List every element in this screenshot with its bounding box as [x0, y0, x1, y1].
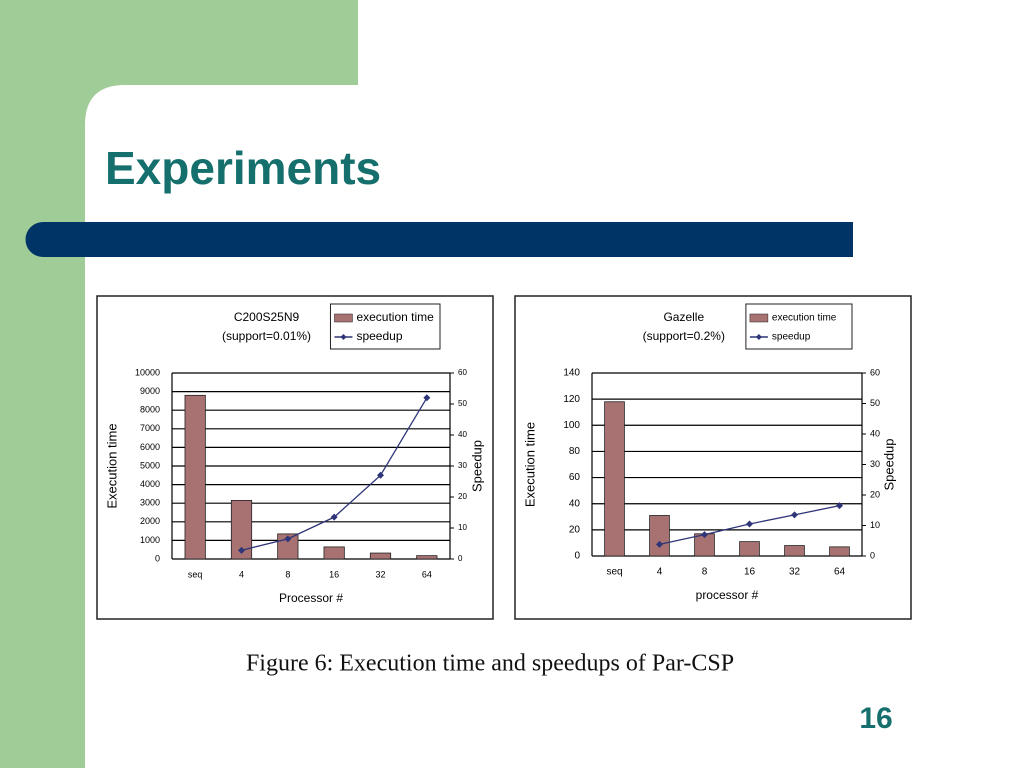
x-tick-label: 8 [702, 567, 708, 578]
x-tick-label: seq [606, 567, 622, 578]
y2-tick-label: 40 [458, 430, 467, 439]
legend-box [745, 303, 853, 350]
x-tick-label: seq [188, 569, 203, 579]
chart-frame [96, 295, 494, 620]
legend-label: speedup [772, 332, 811, 343]
speedup-marker [238, 546, 245, 554]
y2-tick-label: 50 [458, 399, 467, 408]
y2-tick-label: 0 [458, 554, 463, 563]
y2-tick-label: 40 [870, 428, 880, 438]
speedup-marker [284, 535, 292, 543]
y2-tick-label: 10 [458, 523, 467, 532]
x-tick-label: 8 [285, 569, 290, 579]
legend-label: execution time [356, 310, 434, 324]
y2-axis-label: Speedup [881, 438, 896, 490]
y-tick-label: 6000 [140, 442, 160, 452]
x-tick-label: 4 [239, 569, 244, 579]
legend-swatch [749, 313, 769, 323]
caption: Figure 6: Execution time and speedups of… [246, 651, 734, 677]
y-tick-label: 120 [563, 394, 580, 405]
y-axis-label: Execution time [104, 423, 119, 508]
chart-title: C200S25N9 [234, 310, 300, 324]
y2-tick-label: 50 [870, 398, 880, 408]
legend-swatch [334, 313, 353, 323]
y-tick-label: 140 [563, 368, 580, 379]
y-tick-label: 40 [569, 498, 581, 509]
speedup-marker [836, 502, 843, 510]
title-bar [25, 222, 853, 257]
legend-label: execution time [772, 313, 837, 324]
bar [230, 500, 253, 560]
y-tick-label: 0 [155, 553, 160, 563]
y2-tick-label: 60 [870, 367, 880, 377]
y2-tick-label: 60 [458, 368, 467, 377]
x-axis-label: processor # [696, 588, 759, 602]
y-tick-label: 5000 [140, 460, 160, 470]
speedup-marker [330, 513, 338, 521]
x-tick-label: 64 [422, 569, 432, 579]
x-tick-label: 4 [657, 567, 663, 578]
legend-box [329, 303, 441, 350]
y2-tick-label: 30 [458, 461, 467, 470]
slide-title: Experiments [105, 142, 381, 194]
speedup-marker [423, 394, 431, 402]
bar [416, 555, 438, 560]
bar [184, 394, 206, 560]
y-tick-label: 0 [574, 551, 580, 562]
bar [829, 546, 850, 557]
y-tick-label: 100 [563, 420, 580, 431]
y-tick-label: 7000 [140, 423, 160, 433]
y-tick-label: 3000 [140, 498, 160, 508]
y2-tick-label: 0 [870, 550, 875, 560]
y-tick-label: 9000 [140, 386, 160, 396]
x-tick-label: 16 [744, 567, 756, 578]
legend-label: speedup [356, 329, 402, 343]
speedup-marker [746, 520, 753, 528]
x-tick-label: 32 [789, 567, 801, 578]
x-tick-label: 64 [834, 567, 846, 578]
y-tick-label: 2000 [140, 516, 160, 526]
y2-axis-label: Speedup [469, 440, 484, 492]
y-tick-label: 4000 [140, 479, 160, 489]
y-tick-label: 20 [569, 524, 581, 535]
y-tick-label: 10000 [135, 367, 160, 377]
y2-tick-label: 30 [870, 459, 880, 469]
chart-subtitle: (support=0.2%) [643, 329, 725, 343]
y2-tick-label: 10 [870, 520, 880, 530]
bar [784, 545, 805, 557]
x-tick-label: 16 [329, 569, 339, 579]
legend-marker [340, 334, 347, 340]
x-axis-label: Processor # [279, 591, 343, 605]
speedup-marker [377, 471, 384, 479]
chart-subtitle: (support=0.01%) [222, 329, 311, 343]
x-tick-label: 32 [375, 569, 385, 579]
bar [369, 552, 392, 560]
y-tick-label: 80 [569, 446, 581, 457]
legend-marker [755, 334, 762, 340]
bar [649, 515, 670, 557]
y2-tick-label: 20 [870, 489, 880, 499]
y-axis-label: Execution time [522, 422, 537, 507]
bar [323, 546, 345, 560]
y-tick-label: 1000 [140, 535, 160, 545]
y2-tick-label: 20 [458, 492, 467, 501]
page-number: 16 [859, 702, 892, 735]
y-tick-label: 60 [569, 472, 581, 483]
y-tick-label: 8000 [140, 405, 160, 415]
bar [604, 401, 625, 557]
speedup-marker [701, 531, 708, 539]
chart-title: Gazelle [663, 310, 704, 324]
speedup-marker [791, 511, 798, 519]
bar [739, 541, 760, 557]
chart-frame [514, 295, 912, 620]
speedup-marker [656, 540, 663, 548]
